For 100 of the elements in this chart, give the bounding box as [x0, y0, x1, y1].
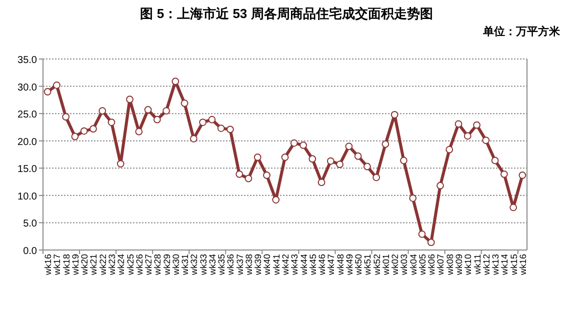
point — [80, 127, 88, 135]
x-tick-label: wk16 — [518, 254, 528, 276]
x-tick-label: wk49 — [344, 254, 354, 276]
point — [482, 136, 490, 144]
y-tick-label: 10.0 — [18, 191, 38, 202]
point — [518, 172, 526, 179]
x-tick-label: wk30 — [170, 254, 181, 276]
y-tick-label: 20.0 — [18, 136, 38, 148]
x-tick-label: wk47 — [326, 254, 336, 276]
x-tick-label: wk33 — [198, 254, 208, 276]
x-tick-label: wk02 — [390, 254, 400, 276]
x-tick-label: wk32 — [189, 254, 200, 276]
x-tick-label: wk31 — [180, 254, 190, 276]
x-tick-label: wk46 — [317, 254, 328, 276]
x-tick-label: wk29 — [162, 254, 172, 276]
y-tick-label: 5.0 — [23, 218, 38, 230]
point — [318, 178, 326, 186]
point — [153, 116, 161, 124]
point — [71, 132, 79, 140]
x-tick-label: wk01 — [380, 254, 391, 276]
x-tick-label: wk16 — [43, 254, 54, 276]
point — [300, 142, 307, 149]
x-tick-label: wk35 — [216, 254, 227, 276]
y-tick-label: 30.0 — [18, 82, 38, 94]
point — [263, 172, 270, 179]
x-tick-label: wk20 — [80, 254, 90, 276]
point — [491, 156, 499, 164]
x-tick-label: wk51 — [362, 254, 373, 276]
x-tick-label: wk08 — [444, 254, 455, 276]
x-tick-label: wk40 — [262, 254, 272, 276]
point — [116, 160, 124, 168]
x-tick-label: wk12 — [481, 254, 492, 276]
point — [162, 107, 170, 115]
point — [180, 100, 188, 107]
x-tick-label: wk26 — [134, 254, 144, 276]
y-tick-label: 0.0 — [23, 246, 38, 257]
y-tick-label: 25.0 — [18, 110, 38, 121]
point — [53, 81, 60, 89]
y-tick-label: 15.0 — [18, 164, 38, 176]
point — [336, 160, 344, 168]
x-tick-label: wk24 — [116, 254, 126, 276]
x-tick-label: wk21 — [88, 254, 99, 276]
point — [409, 194, 417, 202]
chart-title: 图 5：上海市近 53 周各周商品住宅成交面积走势图 — [140, 6, 433, 21]
point — [418, 230, 426, 238]
x-tick-label: wk10 — [463, 254, 474, 276]
x-tick-label: wk17 — [52, 254, 62, 276]
x-tick-label: wk42 — [280, 254, 290, 276]
x-tick-label: wk43 — [290, 254, 300, 276]
point — [44, 88, 52, 96]
x-tick-label: wk39 — [253, 254, 264, 276]
x-tick-label: wk37 — [234, 254, 245, 276]
x-tick-label: wk25 — [125, 254, 136, 276]
point — [226, 126, 234, 134]
point — [244, 174, 252, 182]
point — [281, 154, 289, 161]
chart-subtitle: 单位：万平方米 — [482, 25, 561, 38]
point — [446, 146, 454, 154]
x-tick-label: wk36 — [226, 254, 236, 276]
x-tick-label: wk45 — [308, 254, 318, 276]
point — [308, 155, 316, 163]
point — [126, 96, 134, 104]
point — [400, 156, 408, 164]
x-tick-label: wk07 — [436, 254, 446, 276]
x-tick-label: wk28 — [152, 254, 163, 276]
x-tick-label: wk50 — [354, 254, 364, 276]
point — [272, 196, 280, 204]
point — [354, 152, 362, 160]
x-tick-label: wk13 — [490, 254, 501, 276]
x-tick-label: wk15 — [508, 254, 519, 276]
point — [236, 170, 244, 178]
x-tick-label: wk22 — [98, 254, 108, 276]
point — [90, 125, 97, 133]
point — [208, 116, 216, 124]
point — [510, 204, 517, 212]
point — [135, 128, 143, 136]
x-tick-label: wk38 — [244, 254, 254, 276]
point — [144, 106, 152, 114]
point — [290, 139, 298, 147]
x-tick-label: wk06 — [426, 254, 437, 276]
point — [326, 157, 334, 165]
x-tick-label: wk23 — [106, 254, 117, 276]
point — [427, 238, 435, 246]
point — [390, 110, 398, 118]
point — [372, 174, 380, 182]
x-tick-label: wk03 — [399, 254, 410, 276]
point — [473, 121, 480, 129]
x-tick-label: wk52 — [372, 254, 382, 276]
point — [500, 170, 508, 178]
point — [464, 132, 472, 140]
x-tick-label: wk11 — [472, 254, 482, 276]
point — [62, 113, 70, 121]
point — [98, 107, 106, 115]
x-tick-label: wk48 — [335, 254, 346, 276]
point — [436, 182, 444, 190]
point — [108, 118, 116, 126]
x-tick-label: wk04 — [408, 254, 418, 276]
x-tick-label: wk09 — [454, 254, 464, 276]
point — [190, 134, 198, 142]
point — [254, 154, 262, 161]
